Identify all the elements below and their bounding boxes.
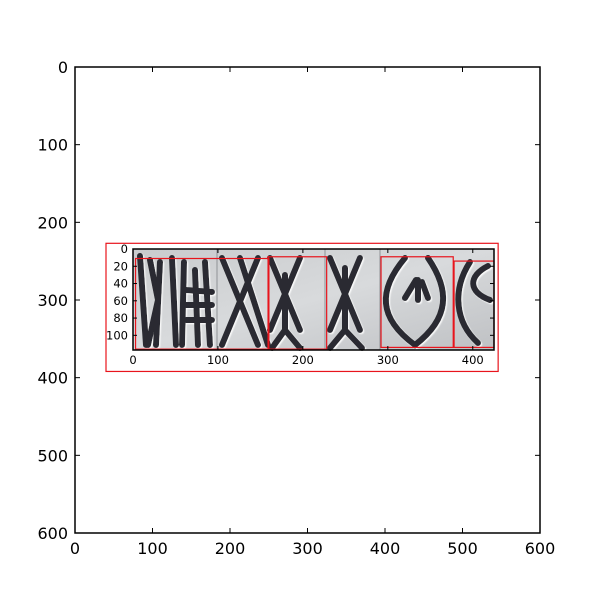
outer-x-tick-label: 300 bbox=[292, 539, 323, 558]
carving-stroke bbox=[153, 259, 163, 348]
carving-stroke bbox=[137, 253, 149, 348]
carving-stroke bbox=[202, 259, 213, 348]
outer-x-tick-label: 200 bbox=[215, 539, 246, 558]
outer-x-tick-label: 400 bbox=[370, 539, 401, 558]
inner-x-tick-label: 300 bbox=[377, 353, 399, 367]
outer-x-tick-label: 600 bbox=[525, 539, 556, 558]
inner-bounding-box bbox=[380, 256, 454, 349]
outer-y-tick-label: 500 bbox=[37, 446, 68, 465]
outer-y-tick-label: 100 bbox=[37, 136, 68, 155]
outer-y-tick-label: 300 bbox=[37, 291, 68, 310]
outer-bounding-box bbox=[105, 242, 499, 373]
inner-bounding-box bbox=[134, 257, 270, 350]
outer-y-tick-label: 400 bbox=[37, 369, 68, 388]
carving-stroke bbox=[237, 255, 271, 348]
carving-stroke bbox=[470, 263, 493, 303]
seal-carvings bbox=[137, 253, 493, 351]
carving-stroke bbox=[282, 327, 303, 351]
outer-y-tick-label: 200 bbox=[37, 213, 68, 232]
inner-axes-frame bbox=[132, 248, 495, 351]
inner-bounding-box bbox=[267, 256, 328, 350]
outer-x-tick-label: 500 bbox=[447, 539, 478, 558]
inner-x-tick-label: 0 bbox=[129, 353, 136, 367]
carving-stroke bbox=[419, 279, 431, 301]
carving-stroke bbox=[169, 255, 179, 348]
carving-stroke bbox=[219, 255, 261, 348]
carving-stroke bbox=[269, 327, 288, 351]
inner-y-tick-label: 20 bbox=[113, 259, 128, 273]
carving-stroke bbox=[455, 259, 481, 346]
carving-stroke bbox=[342, 327, 365, 351]
outer-x-tick-label: 0 bbox=[70, 539, 80, 558]
outer-y-tick-label: 600 bbox=[37, 524, 68, 543]
inner-y-tick-label: 40 bbox=[113, 277, 128, 291]
inner-x-tick-label: 200 bbox=[292, 353, 314, 367]
carving-stroke bbox=[402, 277, 419, 301]
outer-x-tick-label: 100 bbox=[137, 539, 168, 558]
inner-y-tick-label: 100 bbox=[106, 328, 128, 342]
inner-y-tick-label: 60 bbox=[113, 294, 128, 308]
inner-x-tick-label: 400 bbox=[462, 353, 484, 367]
inner-y-tick-label: 0 bbox=[121, 242, 128, 256]
outer-y-tick-label: 0 bbox=[58, 58, 68, 77]
inner-x-tick-label: 100 bbox=[207, 353, 229, 367]
carving-stroke bbox=[382, 255, 447, 349]
inner-y-tick-label: 80 bbox=[113, 311, 128, 325]
seal-image bbox=[133, 249, 494, 350]
carving-stroke bbox=[327, 327, 348, 351]
carving-stroke bbox=[179, 259, 187, 348]
